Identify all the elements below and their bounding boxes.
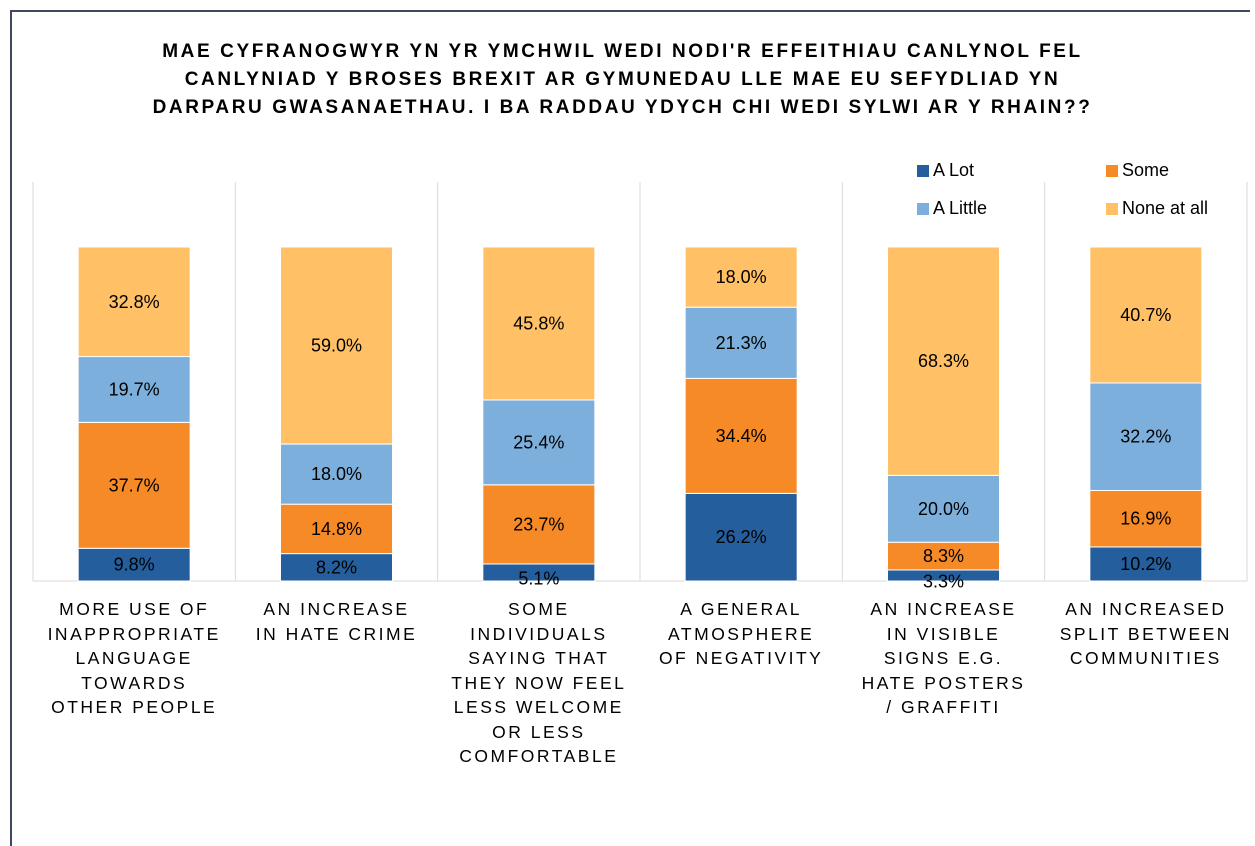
bar-segment-a-lot [280,553,393,582]
bar-segment-a-little [887,474,1000,543]
bar-segment-none-at-all [684,246,798,308]
bar-segment-a-little [482,399,596,486]
bar-segment-a-lot [1089,546,1203,582]
data-label: 5.1% [518,568,559,588]
legend-swatch-none-at-all [1106,202,1118,215]
data-label: 18.0% [716,267,767,287]
data-label: 21.3% [716,333,767,353]
data-label: 18.0% [311,464,362,484]
category-label: AN INCREASE IN VISIBLE SIGNS E.G. HATE P… [861,599,1026,717]
data-label: 37.7% [109,475,160,495]
bar-segment-none-at-all [1089,246,1203,384]
chart-title: MAE CYFRANOGWYR YN YR YMCHWIL WEDI NODI'… [152,41,1093,118]
bar-segment-some [77,421,191,549]
legend-label-none-at-all: None at all [1122,198,1209,218]
data-label: 34.4% [716,426,767,446]
bar-segment-a-little [684,306,798,379]
bar-segment-none-at-all [77,246,191,358]
legend-swatch-some [1106,164,1118,177]
data-label: 3.3% [923,571,964,591]
bar-segment-some [684,377,798,494]
data-label: 14.8% [311,519,362,539]
data-label: 68.3% [918,351,969,371]
bar-segment-some [887,541,1000,571]
legend-label-a-lot: A Lot [933,160,975,180]
data-label: 8.2% [316,557,357,577]
data-label: 32.2% [1120,427,1171,447]
data-label: 26.2% [716,527,767,547]
bar-segment-some [1089,489,1203,548]
category-label: A GENERAL ATMOSPHERE OF NEGATIVITY [658,599,824,668]
category-label: AN INCREASED SPLIT BETWEEN COMMUNITIES [1059,599,1232,668]
data-label: 8.3% [923,546,964,566]
legend-swatch-a-little [917,202,929,215]
legend-item-none-at-all: None at all [1106,198,1208,219]
category-label: SOME INDIVIDUALS SAYING THAT THEY NOW FE… [451,599,627,766]
data-label: 32.8% [109,292,160,312]
legend-item-some: Some [1106,160,1169,181]
legend-item-a-lot: A Lot [917,160,974,181]
data-label: 9.8% [114,555,155,575]
data-label: 59.0% [311,336,362,356]
category-label: MORE USE OF INAPPROPRIATE LANGUAGE TOWAR… [47,599,221,717]
chart-frame [10,10,1250,846]
bar-segment-a-lot [684,492,798,582]
bar-segment-a-lot [77,547,191,582]
bar-segment-a-little [280,443,393,505]
data-label: 45.8% [513,313,564,333]
category-label: AN INCREASE IN HATE CRIME [255,599,418,644]
data-label: 19.7% [109,379,160,399]
legend-label-a-little: A Little [933,198,988,218]
legend-item-a-little: A Little [917,198,987,219]
data-label: 40.7% [1120,305,1171,325]
bar-segment-none-at-all [280,246,393,445]
data-label: 25.4% [513,432,564,452]
bar-segment-none-at-all [887,246,1000,476]
bar-segment-a-little [77,356,191,423]
legend-swatch-a-lot [917,164,929,177]
bar-segment-a-little [1089,382,1203,491]
data-label: 10.2% [1120,554,1171,574]
bar-segment-none-at-all [482,246,596,401]
legend-label-some: Some [1122,160,1170,180]
data-label: 16.9% [1120,509,1171,529]
bar-segment-some [280,503,393,555]
data-label: 20.0% [918,499,969,519]
data-label: 23.7% [513,514,564,534]
